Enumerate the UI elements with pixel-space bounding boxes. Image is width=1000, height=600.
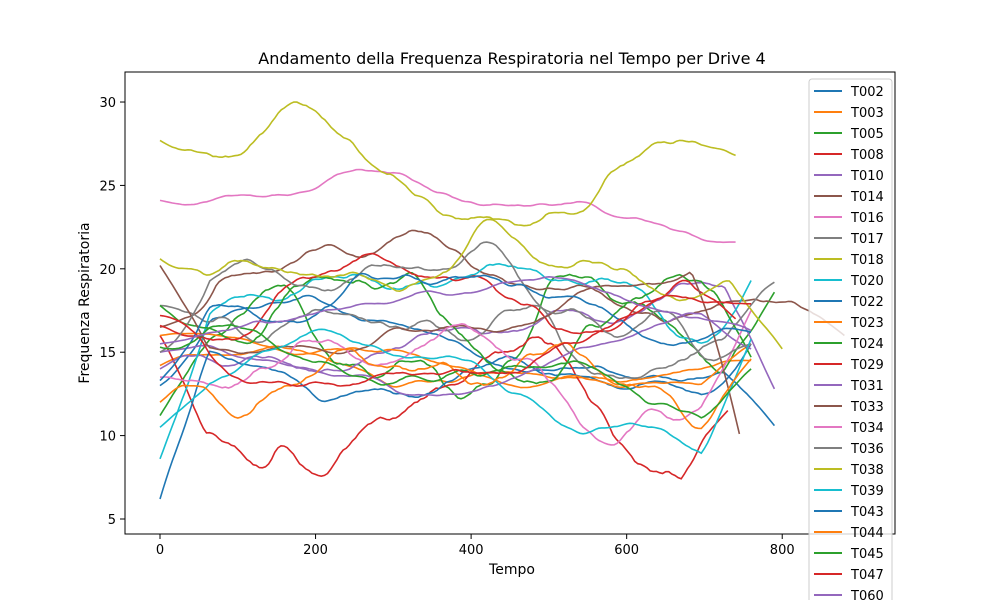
series-line-t029	[159, 252, 737, 341]
legend-label: T017	[850, 232, 884, 247]
series-line-t039	[159, 328, 752, 455]
x-tick-label: 600	[614, 543, 639, 558]
series-line-t020	[159, 262, 752, 460]
chart-title: Andamento della Frequenza Respiratoria n…	[258, 49, 765, 68]
legend-label: T036	[850, 442, 884, 457]
legend-label: T029	[850, 358, 884, 373]
legend-label: T014	[850, 190, 884, 205]
legend-label: T020	[850, 274, 884, 289]
series-line-t024	[159, 272, 752, 385]
series-line-t045	[159, 324, 752, 419]
legend-label: T010	[850, 169, 884, 184]
y-tick-label: 30	[99, 96, 116, 111]
x-tick-label: 0	[156, 543, 164, 558]
y-tick-label: 10	[99, 430, 116, 445]
x-tick-label: 400	[459, 543, 484, 558]
legend-label: T047	[850, 568, 884, 583]
x-tick-label: 200	[303, 543, 328, 558]
series-line-t018	[159, 101, 736, 227]
series-line-t047	[159, 294, 752, 388]
legend-label: T038	[850, 463, 884, 478]
series-line-t010	[159, 281, 776, 390]
series-line-t023	[159, 332, 752, 389]
series-line-t038	[159, 218, 783, 350]
x-tick-label: 800	[770, 543, 795, 558]
series-line-t008	[159, 335, 729, 480]
series-line-t031	[159, 312, 752, 397]
legend-label: T043	[850, 505, 884, 520]
y-axis-label: Frequenza Respiratoria	[77, 222, 93, 383]
legend-label: T016	[850, 211, 884, 226]
series-line-t014	[159, 229, 845, 337]
legend: T002 T003 T005 T008 T010 T014 T016 T017 T018 T020…	[808, 78, 893, 600]
legend-label: T031	[850, 379, 884, 394]
series-line-t060	[159, 275, 752, 345]
legend-label: T023	[850, 316, 884, 331]
legend-label: T044	[850, 526, 884, 541]
x-axis: 0 200 400 600 800	[156, 534, 795, 558]
plot-frame	[124, 71, 896, 535]
y-tick-label: 15	[99, 346, 116, 361]
series-line-t034	[159, 310, 752, 446]
y-tick-label: 25	[99, 179, 116, 194]
series-line-t022	[159, 343, 752, 500]
series-line-t005	[159, 273, 776, 417]
legend-label: T008	[850, 148, 884, 163]
y-tick-label: 5	[108, 513, 116, 528]
legend-label: T034	[850, 421, 884, 436]
y-tick-label: 20	[99, 263, 116, 278]
y-axis: 5 10 15 20 25 30	[99, 96, 125, 528]
series-line-t002	[159, 294, 776, 427]
series-layer	[159, 101, 845, 500]
legend-label: T022	[850, 295, 884, 310]
legend-label: T060	[850, 589, 884, 600]
legend-label: T024	[850, 337, 884, 352]
x-axis-label: Tempo	[488, 562, 535, 578]
legend-label: T003	[850, 106, 884, 121]
legend-label: T018	[850, 253, 884, 268]
series-line-t003	[159, 345, 752, 388]
legend-label: T039	[850, 484, 884, 499]
legend-label: T045	[850, 547, 884, 562]
legend-label: T005	[850, 127, 884, 142]
series-line-t016	[159, 168, 736, 244]
series-line-t043	[159, 272, 752, 382]
legend-label: T033	[850, 400, 884, 415]
legend-label: T002	[850, 85, 884, 100]
